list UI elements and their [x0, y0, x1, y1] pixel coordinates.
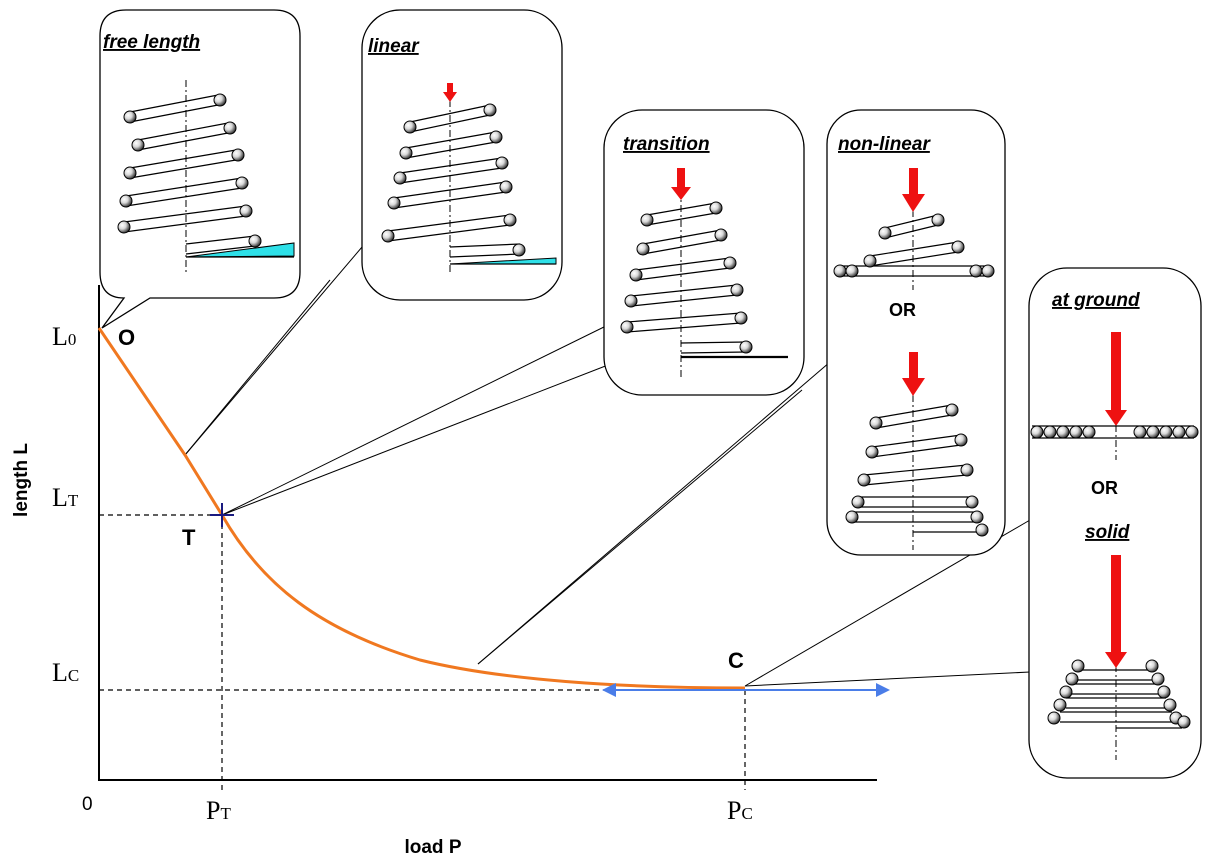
- tick-l0: L0: [52, 322, 76, 351]
- tick-pt: PT: [206, 796, 231, 825]
- at-ground-title: at ground: [1052, 290, 1140, 311]
- ground-double-arrow: [602, 683, 890, 697]
- load-arrow-icon: [1105, 555, 1127, 668]
- origin-label: 0: [82, 794, 93, 815]
- callout-transition: transition: [603, 109, 805, 396]
- y-axis-label: length L: [11, 443, 32, 517]
- solid-title: solid: [1085, 522, 1130, 543]
- load-arrow-icon: [443, 83, 457, 102]
- reference-lines: [99, 514, 746, 790]
- axes: [98, 285, 877, 781]
- linear-title: linear: [368, 36, 420, 57]
- tick-pc: PC: [727, 796, 753, 825]
- x-axis-label: load P: [404, 837, 461, 858]
- load-arrow-icon: [1105, 332, 1127, 426]
- point-c-label: C: [728, 648, 744, 673]
- point-t-label: T: [182, 525, 196, 550]
- transition-point-marker: [210, 503, 234, 527]
- load-arrow-icon: [902, 168, 925, 212]
- load-arrow-icon: [671, 168, 691, 200]
- callout-non-linear: non-linear OR: [826, 109, 1006, 556]
- free-length-title: free length: [103, 32, 200, 53]
- tick-lt: LT: [52, 483, 79, 512]
- callout-at-ground-solid: at ground OR solid: [1028, 267, 1202, 779]
- point-o-label: O: [118, 325, 135, 350]
- at-ground-or-label: OR: [1091, 478, 1118, 498]
- transition-title: transition: [623, 134, 710, 155]
- load-length-curve: [97, 327, 746, 690]
- non-linear-title: non-linear: [838, 134, 931, 155]
- load-arrow-icon: [902, 352, 925, 396]
- tick-lc: LC: [52, 658, 79, 687]
- callout-free-length: free length: [99, 9, 301, 329]
- callout-linear: linear: [361, 9, 563, 301]
- non-linear-or-label: OR: [889, 300, 916, 320]
